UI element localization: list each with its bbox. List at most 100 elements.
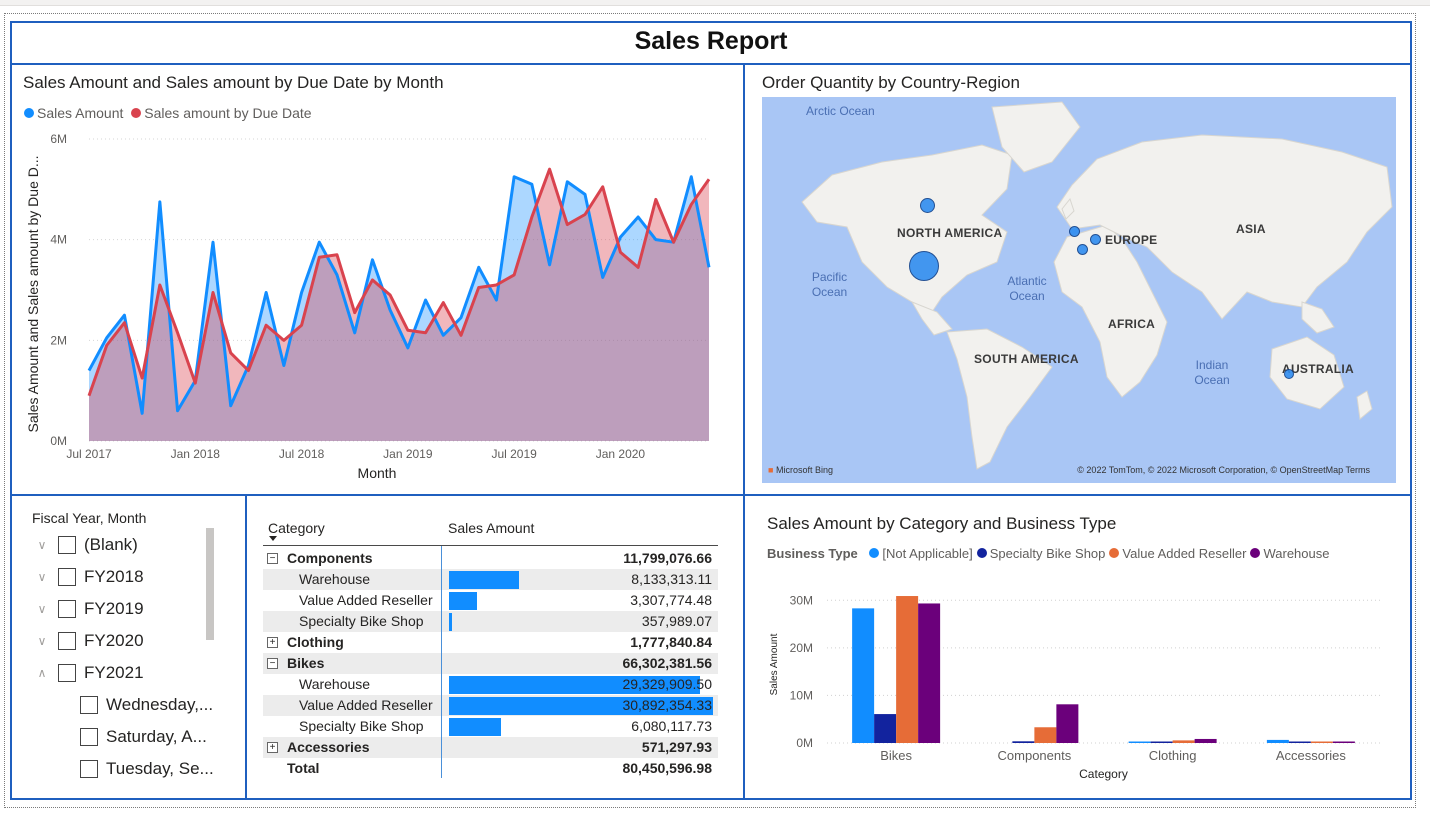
map-visual[interactable]: Order Quantity by Country-Region Arctic … — [743, 63, 1412, 496]
bar-chart-title: Sales Amount by Category and Business Ty… — [767, 514, 1117, 533]
checkbox[interactable] — [80, 728, 98, 746]
legend-title: Business Type — [767, 546, 858, 561]
bar[interactable] — [1310, 741, 1333, 744]
bar[interactable] — [1034, 727, 1057, 743]
line-chart-plot: 0M 2M 4M 6M Jul 2017 Jan 2018 Jul 2018 Jan 2019… — [25, 132, 711, 481]
slicer-subitem[interactable]: Saturday, A... — [80, 725, 207, 749]
bar[interactable] — [1194, 738, 1217, 743]
y-tick-label: 6M — [50, 132, 67, 146]
bar[interactable] — [852, 608, 875, 743]
bar[interactable] — [896, 596, 919, 743]
row-label: Specialty Bike Shop — [299, 613, 424, 629]
bar[interactable] — [1128, 741, 1151, 744]
collapse-icon[interactable]: − — [267, 553, 278, 564]
matrix-subcategory-row[interactable]: Specialty Bike Shop 6,080,117.73 — [263, 716, 718, 737]
legend-item[interactable]: [Not Applicable] — [869, 546, 973, 561]
x-tick-label: Jul 2017 — [66, 447, 112, 461]
checkbox[interactable] — [58, 664, 76, 682]
legend-item[interactable]: Value Added Reseller — [1109, 546, 1246, 561]
series-line[interactable] — [87, 175, 711, 415]
checkbox[interactable] — [58, 568, 76, 586]
column-divider — [441, 546, 442, 778]
bar[interactable] — [1266, 739, 1289, 743]
slicer-subitem[interactable]: Wednesday,... — [80, 693, 213, 717]
matrix-category-row[interactable]: + Accessories 571,297.93 — [263, 737, 718, 758]
continent-label-south-america: SOUTH AMERICA — [974, 352, 1079, 366]
checkbox[interactable] — [80, 696, 98, 714]
row-label: Value Added Reseller — [299, 697, 433, 713]
fiscal-year-slicer[interactable]: Fiscal Year, Month ∨ (Blank) ∨ FY2018 ∨ FY2… — [10, 494, 247, 800]
sort-descending-icon[interactable] — [269, 536, 277, 541]
matrix-subcategory-row[interactable]: Warehouse 8,133,313.11 — [263, 569, 718, 590]
chevron-down-icon[interactable]: ∨ — [37, 634, 47, 648]
checkbox[interactable] — [58, 600, 76, 618]
slicer-item-blank[interactable]: ∨ (Blank) — [32, 533, 138, 557]
map-canvas[interactable]: Arctic Ocean Pacific Ocean Atlantic Ocea… — [762, 97, 1396, 483]
bar[interactable] — [1150, 741, 1173, 744]
map-bubble-france[interactable] — [1077, 244, 1088, 255]
matrix-category-row[interactable]: − Components 11,799,076.66 — [263, 548, 718, 569]
slicer-item-fy2018[interactable]: ∨ FY2018 — [32, 565, 144, 589]
x-tick-label: Jan 2018 — [171, 447, 221, 461]
matrix-subcategory-row[interactable]: Value Added Reseller 3,307,774.48 — [263, 590, 718, 611]
column-header-category[interactable]: Category — [268, 520, 325, 536]
map-bubble-united-states[interactable] — [909, 251, 939, 281]
chevron-down-icon[interactable]: ∨ — [37, 602, 47, 616]
matrix-subcategory-row[interactable]: Value Added Reseller 30,892,354.33 — [263, 695, 718, 716]
bing-attribution: ■ Microsoft Bing — [768, 465, 833, 475]
slicer-scrollbar[interactable] — [206, 528, 214, 640]
collapse-icon[interactable]: − — [267, 658, 278, 669]
checkbox[interactable] — [80, 760, 98, 778]
x-tick-label: Accessories — [1276, 748, 1347, 763]
column-header-sales-amount[interactable]: Sales Amount — [448, 520, 535, 536]
bar[interactable] — [1012, 741, 1035, 743]
line-chart-visual[interactable]: Sales Amount and Sales amount by Due Dat… — [10, 63, 745, 496]
bar[interactable] — [1056, 704, 1079, 743]
line-chart-legend: Sales Amount Sales amount by Due Date — [24, 105, 312, 121]
x-tick-label: Jan 2019 — [383, 447, 433, 461]
bar[interactable] — [1332, 741, 1355, 744]
line-chart-title: Sales Amount and Sales amount by Due Dat… — [23, 73, 444, 92]
bar-chart-visual[interactable]: Sales Amount by Category and Business Ty… — [743, 494, 1412, 800]
expand-icon[interactable]: + — [267, 637, 278, 648]
legend-item-sales-amount[interactable]: Sales Amount — [24, 105, 123, 121]
x-tick-label: Jan 2020 — [596, 447, 646, 461]
row-label: Components — [287, 550, 373, 566]
chevron-down-icon[interactable]: ∨ — [37, 538, 47, 552]
legend-item[interactable]: Specialty Bike Shop — [976, 546, 1105, 561]
map-bubble-canada[interactable] — [920, 198, 935, 213]
bar[interactable] — [874, 714, 897, 743]
row-value: 11,799,076.66 — [623, 550, 712, 566]
slicer-item-fy2021[interactable]: ∧ FY2021 — [32, 661, 144, 685]
map-title: Order Quantity by Country-Region — [762, 73, 1020, 92]
map-bubble-germany[interactable] — [1090, 234, 1101, 245]
legend-item[interactable]: Warehouse — [1250, 546, 1329, 561]
row-label: Warehouse — [299, 571, 371, 587]
slicer-item-fy2020[interactable]: ∨ FY2020 — [32, 629, 144, 653]
matrix-category-row[interactable]: − Bikes 66,302,381.56 — [263, 653, 718, 674]
expand-icon[interactable]: + — [267, 742, 278, 753]
legend-dot-icon — [24, 108, 34, 118]
map-copyright[interactable]: © 2022 TomTom, © 2022 Microsoft Corporat… — [1077, 465, 1370, 475]
matrix-subcategory-row[interactable]: Warehouse 29,329,909.50 — [263, 674, 718, 695]
slicer-subitem[interactable]: Tuesday, Se... — [80, 757, 214, 781]
map-bubble-united-kingdom[interactable] — [1069, 226, 1080, 237]
chevron-up-icon[interactable]: ∧ — [37, 666, 47, 680]
map-bubble-australia[interactable] — [1284, 369, 1294, 379]
matrix-category-row[interactable]: + Clothing 1,777,840.84 — [263, 632, 718, 653]
row-value: 6,080,117.73 — [631, 718, 712, 734]
slicer-header: Fiscal Year, Month — [32, 510, 147, 526]
series-line[interactable] — [87, 167, 711, 397]
chevron-down-icon[interactable]: ∨ — [37, 570, 47, 584]
data-bar — [449, 613, 453, 631]
checkbox[interactable] — [58, 632, 76, 650]
slicer-item-fy2019[interactable]: ∨ FY2019 — [32, 597, 144, 621]
data-bar — [449, 592, 478, 610]
bar[interactable] — [1288, 741, 1311, 744]
bar[interactable] — [918, 603, 941, 743]
legend-item-sales-due-date[interactable]: Sales amount by Due Date — [127, 105, 312, 121]
category-matrix[interactable]: Category Sales Amount − Components 11,799,… — [245, 494, 745, 800]
checkbox[interactable] — [58, 536, 76, 554]
matrix-subcategory-row[interactable]: Specialty Bike Shop 357,989.07 — [263, 611, 718, 632]
bar[interactable] — [1172, 740, 1195, 743]
